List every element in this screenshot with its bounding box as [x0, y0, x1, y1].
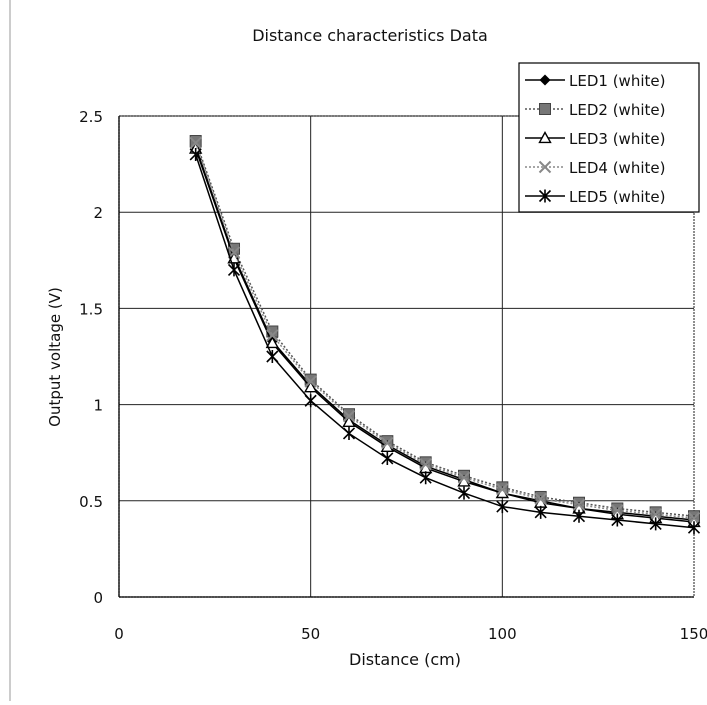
data-point: [534, 492, 547, 506]
data-point: [687, 511, 701, 525]
data-point: [572, 498, 586, 511]
data-point: [572, 509, 586, 523]
data-point: [649, 517, 662, 531]
series-line-led3: [194, 148, 695, 523]
x-axis-label: Distance (cm): [349, 650, 461, 669]
data-point: [687, 521, 701, 535]
data-point: [342, 409, 356, 423]
series-line-led2: [194, 140, 695, 517]
legend-label: LED4 (white): [569, 159, 665, 177]
data-point: [342, 414, 356, 428]
x-tick-label: 50: [301, 625, 320, 643]
series-line-led4: [194, 142, 695, 519]
data-point: [611, 504, 624, 517]
data-point: [381, 436, 394, 450]
data-point: [189, 136, 202, 150]
data-point: [534, 505, 547, 519]
legend-item: LED3 (white): [525, 130, 665, 148]
data-point: [342, 426, 356, 440]
data-point: [266, 329, 279, 342]
data-point: [227, 246, 241, 259]
legend-marker: [539, 74, 551, 86]
data-point: [303, 380, 318, 393]
legend-item: LED4 (white): [525, 159, 665, 177]
legend-marker: [538, 160, 552, 174]
data-point: [496, 483, 509, 496]
legend-marker: [538, 131, 552, 144]
x-tick-label: 150: [680, 625, 707, 643]
y-tick-label: 1: [93, 397, 103, 415]
data-point: [304, 375, 317, 388]
data-point: [265, 336, 280, 349]
legend-item: LED1 (white): [525, 72, 665, 90]
legend-label: LED2 (white): [569, 101, 665, 119]
data-point: [457, 486, 471, 500]
data-point: [189, 147, 202, 161]
legend-item: LED2 (white): [525, 101, 665, 119]
data-point: [304, 394, 317, 408]
y-tick-label: 2.5: [79, 108, 103, 126]
series-line-led5: [194, 154, 695, 529]
data-point: [419, 458, 432, 471]
legend-label: LED5 (white): [569, 188, 665, 206]
y-tick-label: 0.5: [79, 493, 103, 511]
y-tick-label: 0: [93, 589, 103, 607]
y-axis-label: Output voltage (V): [46, 287, 64, 427]
legend-label: LED3 (white): [569, 130, 665, 148]
x-tick-label: 100: [488, 625, 517, 643]
chart-title: Distance characteristics Data: [252, 26, 488, 45]
data-point: [611, 513, 624, 527]
data-point: [649, 508, 662, 521]
data-point: [381, 451, 394, 465]
legend-marker: [538, 189, 552, 203]
data-point: [266, 350, 279, 363]
y-tick-label: 2: [93, 204, 103, 222]
data-point: [227, 263, 241, 277]
data-point: [496, 500, 509, 514]
series-line-led1: [194, 146, 695, 521]
x-tick-label: 0: [114, 625, 124, 643]
legend-item: LED5 (white): [525, 188, 665, 206]
legend-label: LED1 (white): [569, 72, 665, 90]
y-tick-label: 1.5: [79, 300, 103, 318]
data-point: [457, 471, 471, 484]
data-point: [419, 471, 432, 485]
legend-marker: [539, 103, 551, 115]
